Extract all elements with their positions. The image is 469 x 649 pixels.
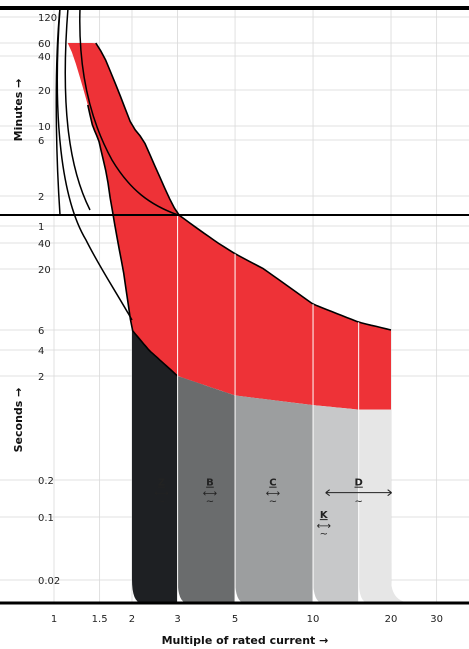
curve-label-text: C	[269, 478, 276, 489]
y-tick-minutes: 40	[38, 52, 51, 63]
y-tick-minutes: 60	[38, 39, 51, 50]
bidirectional-arrow-icon: ⟷	[266, 489, 280, 500]
curve-label-text: D	[355, 478, 363, 489]
curve-label-text: Z	[158, 478, 165, 489]
y-tick-seconds: 20	[38, 265, 51, 276]
tilde-icon: ~	[206, 497, 214, 508]
bidirectional-arrow-icon: ⟷	[154, 489, 168, 500]
band-z	[131, 330, 178, 603]
axes	[0, 6, 469, 605]
upper-trip-curve	[95, 42, 392, 331]
bidirectional-arrow-icon	[325, 489, 392, 497]
curve-label-c: C⟷~	[266, 478, 280, 508]
curve-label-text: K	[320, 510, 329, 521]
thermal-trip-band	[67, 43, 391, 410]
x-tick-label: 10	[307, 614, 320, 625]
y-tick-minutes: 10	[38, 122, 51, 133]
x-axis-title: Multiple of rated current →	[162, 634, 329, 647]
band-k	[313, 405, 359, 603]
y-axis-title-minutes: Minutes →	[12, 79, 25, 142]
bidirectional-arrow-icon: ⟷	[317, 521, 331, 532]
x-tick-label: 3	[174, 614, 180, 625]
x-tick-label: 2	[129, 614, 135, 625]
band-c	[235, 395, 314, 603]
curve-label-d: D~	[325, 478, 392, 508]
trip-curve-outline-2	[64, 7, 91, 211]
tilde-icon: ~	[157, 497, 165, 508]
lower-trip-curve	[87, 104, 179, 377]
y-tick-seconds: 0.02	[38, 576, 60, 587]
x-tick-label: 1.5	[92, 614, 108, 625]
y-tick-minutes: 2	[38, 192, 44, 203]
tilde-icon: ~	[269, 497, 277, 508]
y-tick-seconds: 2	[38, 372, 44, 383]
x-tick-labels: 1 1.5 2 3 5 10 20 30	[51, 614, 443, 625]
curve-label-text: B	[206, 478, 214, 489]
y-tick-minutes: 1	[38, 222, 44, 233]
y-tick-minutes: 20	[38, 86, 51, 97]
y-tick-seconds: 0.1	[38, 513, 54, 524]
trip-curve-outline-4	[55, 7, 61, 216]
y-tick-seconds: 40	[38, 239, 51, 250]
band-d	[358, 409, 414, 603]
trip-curve-outline-1	[56, 7, 133, 321]
trip-curve-outline-3	[79, 7, 179, 216]
y-axis-title-seconds: Seconds →	[12, 388, 25, 453]
tripping-bands	[67, 43, 414, 603]
x-tick-label: 30	[430, 614, 443, 625]
band-b	[177, 376, 236, 603]
x-tick-label: 5	[232, 614, 238, 625]
x-tick-label: 1	[51, 614, 57, 625]
tilde-icon: ~	[354, 497, 362, 508]
y-tick-seconds: 0.2	[38, 476, 54, 487]
y-tick-seconds: 6	[38, 326, 44, 337]
band-boundaries	[55, 7, 392, 603]
y-tick-seconds: 4	[38, 346, 44, 357]
y-tick-minutes: 6	[38, 136, 44, 147]
x-tick-label: 20	[385, 614, 398, 625]
tilde-icon: ~	[320, 529, 328, 540]
y-tick-minutes: 120	[38, 13, 57, 24]
curve-labels: Z⟷~B⟷~C⟷~D~K⟷~	[154, 478, 392, 540]
bidirectional-arrow-icon: ⟷	[203, 489, 217, 500]
curve-label-b: B⟷~	[203, 478, 217, 508]
curve-label-z: Z⟷~	[154, 478, 168, 508]
curve-label-k: K⟷~	[317, 510, 331, 540]
y-tick-labels: 120 60 40 20 10 6 2 1 40 20 6 4 2 0.2 0.1 0.02	[38, 13, 60, 587]
